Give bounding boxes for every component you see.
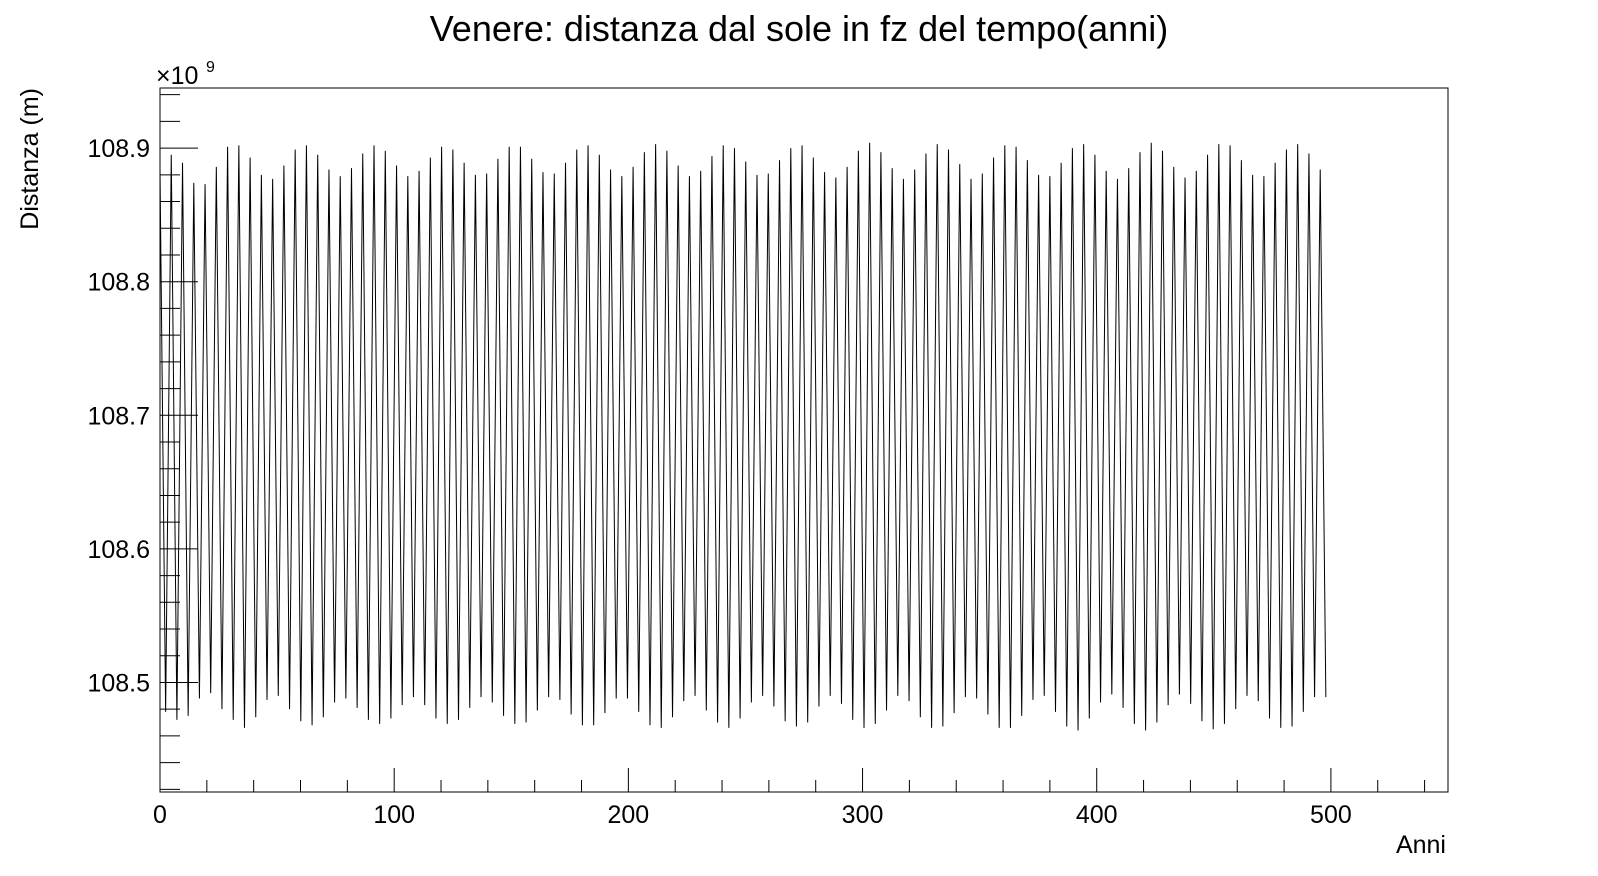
y-tick-label: 108.9 bbox=[87, 135, 150, 163]
y-multiplier-exponent: 9 bbox=[206, 59, 215, 76]
x-tick-label: 300 bbox=[842, 801, 884, 829]
x-axis: 0 100 200 300 400 500 bbox=[153, 768, 1426, 829]
y-tick-label: 108.5 bbox=[87, 669, 150, 697]
x-tick-label: 500 bbox=[1310, 801, 1352, 829]
y-tick-label: 108.8 bbox=[87, 269, 150, 297]
y-tick-label: 108.6 bbox=[87, 536, 150, 564]
chart-title: Venere: distanza dal sole in fz del temp… bbox=[430, 8, 1168, 49]
x-tick-label: 0 bbox=[153, 801, 167, 829]
x-axis-title: Anni bbox=[1396, 831, 1446, 859]
y-axis-title: Distanza (m) bbox=[16, 88, 44, 230]
plot-frame bbox=[159, 87, 1449, 793]
x-tick-label: 100 bbox=[373, 801, 415, 829]
series-line bbox=[159, 142, 1327, 731]
y-tick-label: 108.7 bbox=[87, 402, 150, 430]
y-axis: 108.5 108.6 108.7 108.8 108.9 bbox=[87, 94, 198, 790]
y-multiplier-base: ×10 bbox=[156, 62, 198, 90]
y-multiplier: ×10 9 bbox=[156, 59, 215, 90]
x-tick-label: 400 bbox=[1076, 801, 1118, 829]
x-tick-label: 200 bbox=[608, 801, 650, 829]
